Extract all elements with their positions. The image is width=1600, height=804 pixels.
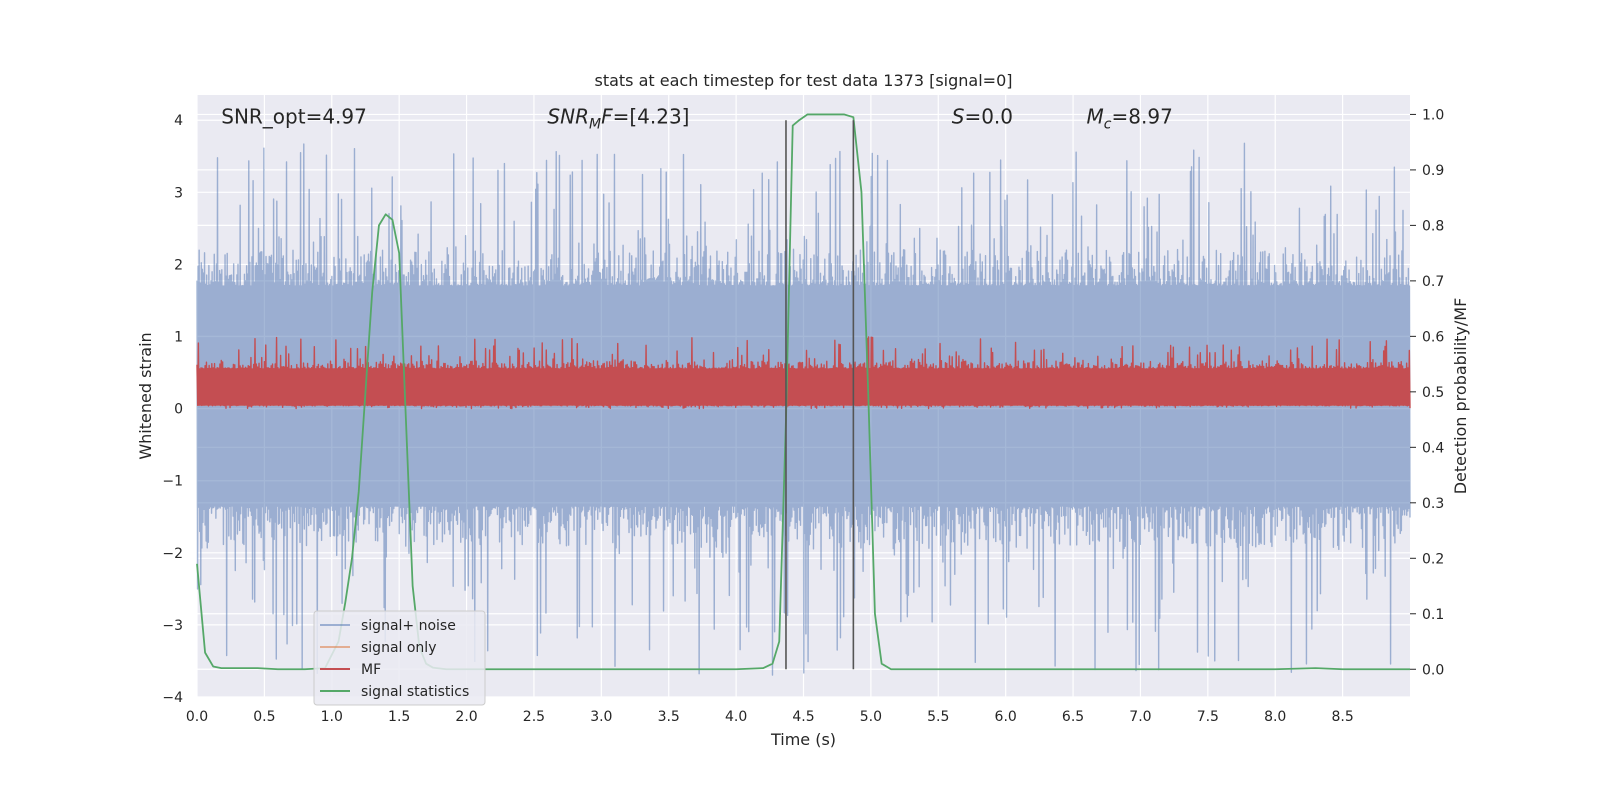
- series-mf: [196, 336, 1411, 410]
- y-tick-label-left: 0: [174, 402, 183, 418]
- annotation-text: S=0.0: [952, 105, 1013, 129]
- annotation-subscript: M: [589, 117, 601, 133]
- annotation-prefix: M: [1087, 105, 1104, 129]
- x-tick-label: 5.5: [927, 709, 949, 725]
- y-tick-label-left: 4: [174, 113, 183, 129]
- annotation-suffix-italic: F: [601, 105, 613, 129]
- series-line: [196, 142, 1411, 676]
- y-tick-label-right: 0.8: [1422, 218, 1444, 234]
- y-tick-label-left: −3: [162, 618, 183, 634]
- legend-box: [313, 610, 486, 706]
- x-tick-label: 6.0: [995, 709, 1017, 725]
- y-tick-label-left: −4: [162, 690, 183, 706]
- x-tick-label: 7.5: [1197, 709, 1219, 725]
- y-tick-label-right: 0.5: [1422, 385, 1444, 401]
- x-tick-label: 8.5: [1331, 709, 1353, 725]
- x-tick-label: 1.5: [388, 709, 410, 725]
- y-tick-label-right: 0.3: [1422, 496, 1444, 512]
- annotation-prefix: SNR: [547, 105, 589, 129]
- annotation-prefix: SNR_opt: [221, 105, 305, 129]
- chart-title: stats at each timestep for test data 137…: [594, 71, 1012, 90]
- annotation-text: SNR_opt=4.97: [221, 105, 367, 129]
- legend-label: signal statistics: [361, 684, 469, 700]
- series-line: [196, 336, 1411, 410]
- legend-label: signal+ noise: [361, 618, 456, 634]
- annotation-text: Mc=8.97: [1087, 105, 1173, 133]
- y-tick-label-left: 2: [174, 257, 183, 273]
- legend: signal+ noise signal only MF signal statist…: [313, 610, 486, 706]
- y-tick-label-right: 0.2: [1422, 551, 1444, 567]
- x-tick-label: 8.0: [1264, 709, 1286, 725]
- y-axis-label-left: Whitened strain: [136, 332, 155, 459]
- x-tick-label: 0.5: [253, 709, 275, 725]
- annotation-prefix: S: [952, 105, 965, 129]
- legend-label: MF: [361, 662, 381, 678]
- x-tick-label: 2.0: [455, 709, 477, 725]
- annotation-suffix: =0.0: [964, 105, 1013, 129]
- annotation-suffix: =8.97: [1112, 105, 1173, 129]
- x-tick-label: 7.0: [1129, 709, 1151, 725]
- y-tick-label-right: 0.6: [1422, 329, 1444, 345]
- y-tick-label-left: 1: [174, 330, 183, 346]
- y-axis-label-right: Detection probability/MF: [1451, 298, 1470, 495]
- x-tick-label: 2.5: [523, 709, 545, 725]
- series-signal-noise: [196, 142, 1411, 676]
- y-tick-label-left: −1: [162, 474, 183, 490]
- legend-label: signal only: [361, 640, 436, 656]
- ticks: 0.0 0.5 1.0 1.5 2.0 2.5 3.0 3.5 4.0 4.5 5.0 5.5 6.0 6…: [162, 107, 1444, 725]
- y-tick-label-right: 0.4: [1422, 440, 1444, 456]
- x-tick-label: 4.5: [792, 709, 814, 725]
- y-tick-label-right: 1.0: [1422, 107, 1444, 123]
- x-tick-label: 3.0: [590, 709, 612, 725]
- y-tick-label-left: −2: [162, 546, 183, 562]
- x-axis-label: Time (s): [770, 730, 836, 749]
- x-tick-label: 6.5: [1062, 709, 1084, 725]
- x-tick-label: 1.0: [321, 709, 343, 725]
- y-tick-label-left: 3: [174, 185, 183, 201]
- y-tick-label-right: 0.7: [1422, 274, 1444, 290]
- annotations: SNR_opt=4.97 SNRMF=[4.23] S=0.0 Mc=8.97: [221, 105, 1173, 133]
- annotation-text: SNRMF=[4.23]: [547, 105, 689, 133]
- x-tick-label: 0.0: [186, 709, 208, 725]
- annotation-suffix: =4.97: [306, 105, 367, 129]
- y-tick-label-right: 0.1: [1422, 607, 1444, 623]
- x-tick-label: 3.5: [658, 709, 680, 725]
- annotation-subscript: c: [1104, 117, 1112, 133]
- annotation-suffix-rest: =[4.23]: [613, 105, 690, 129]
- annotation-suffix: F=[4.23]: [601, 105, 689, 129]
- y-tick-label-right: 0.9: [1422, 163, 1444, 179]
- x-tick-label: 5.0: [860, 709, 882, 725]
- y-tick-label-right: 0.0: [1422, 662, 1444, 678]
- x-tick-label: 4.0: [725, 709, 747, 725]
